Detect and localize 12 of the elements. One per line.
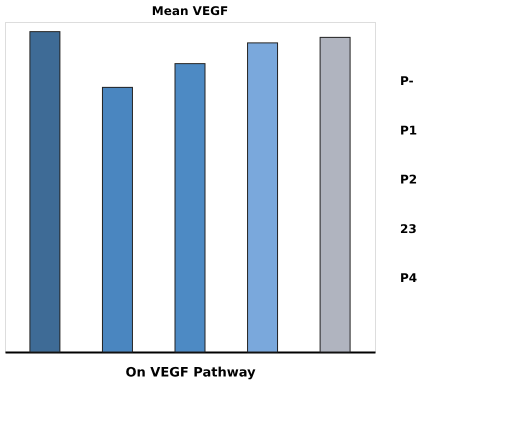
text: P2 bbox=[400, 172, 418, 187]
text: P- bbox=[400, 74, 414, 88]
bar bbox=[102, 86, 133, 352]
bar bbox=[174, 63, 206, 352]
text: P1 bbox=[400, 123, 418, 138]
bar bbox=[247, 42, 278, 352]
bar bbox=[320, 36, 351, 352]
text: 23 bbox=[400, 222, 417, 236]
chart-title: Mean VEGF bbox=[152, 4, 228, 18]
x-axis-title: On VEGF Pathway bbox=[125, 366, 256, 380]
text: P4 bbox=[400, 271, 418, 286]
bar bbox=[29, 31, 60, 352]
